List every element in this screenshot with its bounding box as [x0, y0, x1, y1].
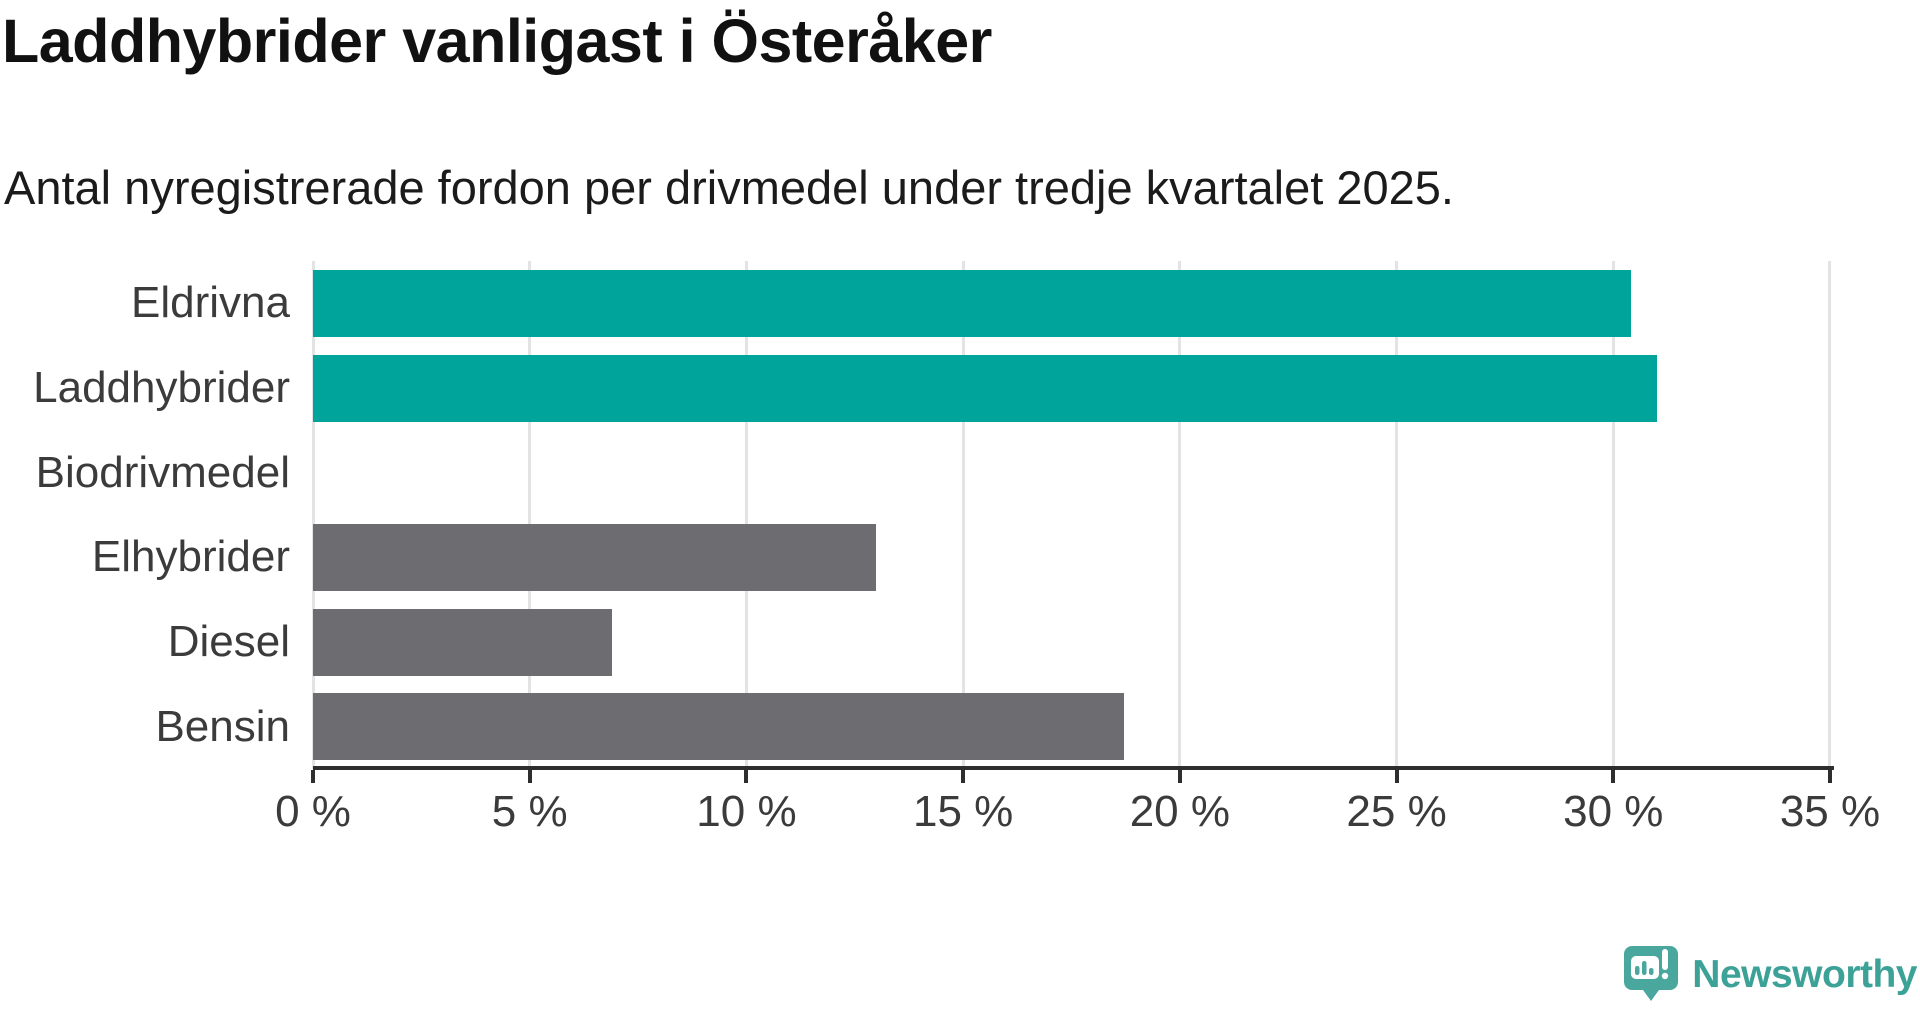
gridline-15	[961, 261, 965, 769]
x-tick-label-10: 10 %	[696, 787, 797, 836]
newsworthy-logo-text: Newsworthy	[1692, 953, 1917, 996]
chart-subtitle: Antal nyregistrerade fordon per drivmede…	[4, 161, 1454, 214]
x-tick-label-15: 15 %	[912, 787, 1014, 836]
chart-title: Laddhybrider vanligast i Österåker	[2, 7, 992, 75]
category-label-bensin: Bensin	[155, 701, 290, 751]
x-tick-35	[1827, 770, 1832, 783]
x-tick-label-0: 0 %	[275, 787, 351, 836]
x-tick-10	[744, 770, 749, 783]
gridline-10	[744, 261, 748, 769]
gridline-30	[1611, 261, 1615, 769]
x-tick-15	[961, 770, 966, 783]
gridline-5	[528, 261, 532, 769]
x-tick-label-20: 20 %	[1129, 787, 1230, 836]
category-label-biodrivmedel: Biodrivmedel	[35, 447, 290, 497]
category-label-elhybrider: Elhybrider	[91, 532, 290, 582]
bar-laddhybrider	[313, 354, 1657, 422]
bar-diesel	[313, 608, 613, 676]
x-tick-label-5: 5 %	[491, 787, 568, 836]
bar-bensin	[313, 693, 1124, 761]
gridline-20	[1178, 261, 1182, 769]
category-label-laddhybrider: Laddhybrider	[33, 363, 290, 412]
branding: Newsworthy	[1622, 942, 1917, 1008]
gridline-0	[311, 261, 315, 769]
x-tick-5	[527, 770, 532, 783]
bar-eldrivna	[313, 269, 1631, 337]
category-label-diesel: Diesel	[167, 617, 290, 666]
x-tick-label-35: 35 %	[1779, 787, 1881, 836]
x-tick-25	[1394, 770, 1399, 783]
category-label-eldrivna: Eldrivna	[131, 278, 290, 328]
plot-area	[311, 261, 1843, 769]
x-tick-20	[1177, 770, 1182, 783]
y-axis-category-labels: Eldrivna Laddhybrider Biodrivmedel Elhybrid…	[0, 261, 290, 769]
x-tick-label-30: 30 %	[1563, 787, 1664, 836]
x-tick-30	[1611, 770, 1616, 783]
gridline-25	[1395, 261, 1399, 769]
x-tick-label-25: 25 %	[1346, 787, 1447, 836]
gridline-35	[1828, 261, 1832, 769]
x-tick-0	[311, 770, 315, 783]
bar-elhybrider	[313, 523, 877, 591]
x-axis-line	[313, 766, 1834, 770]
newsworthy-logo-icon	[1624, 946, 1679, 1001]
